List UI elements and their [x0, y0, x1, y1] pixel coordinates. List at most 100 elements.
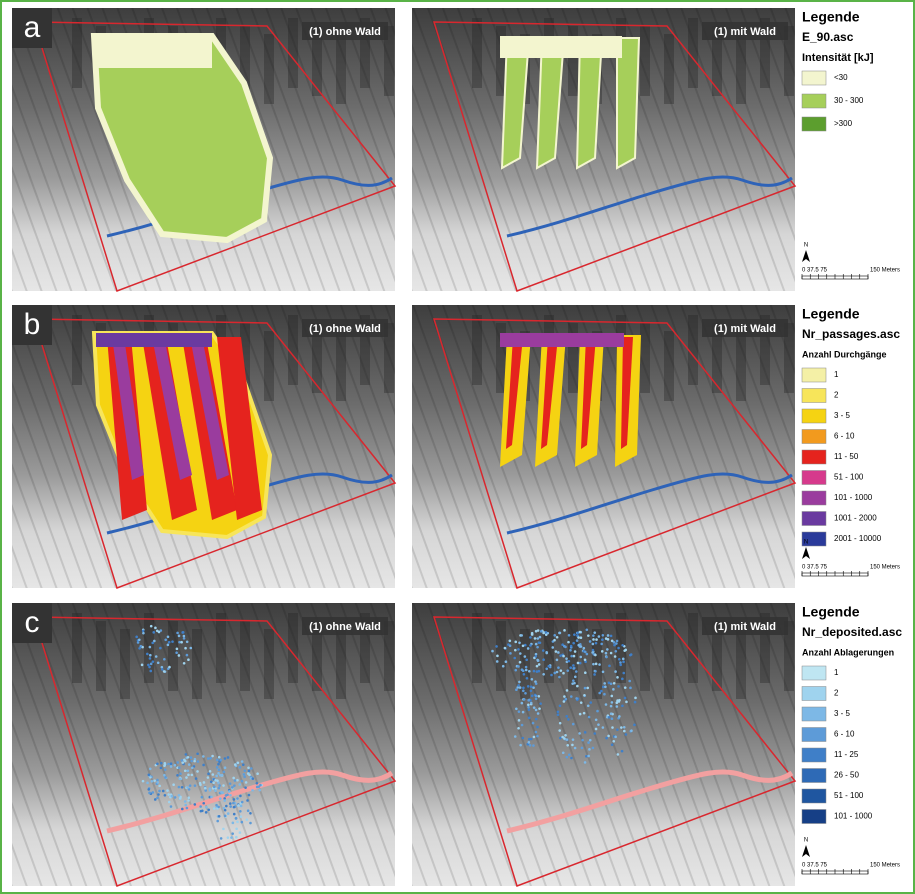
deposit [566, 689, 569, 692]
deposit [217, 763, 220, 766]
deposit [583, 712, 586, 715]
deposit [164, 794, 167, 797]
legend-label: <30 [834, 73, 848, 82]
deposit [233, 784, 236, 787]
legend-label: 1001 - 2000 [834, 514, 877, 523]
legend-title: Legende [802, 9, 860, 25]
deposit [240, 815, 243, 818]
deposit [226, 793, 229, 796]
deposit [581, 739, 584, 742]
deposit [232, 777, 235, 780]
deposit [611, 743, 614, 746]
deposit [586, 628, 589, 631]
deposit [214, 789, 217, 792]
deposit [523, 698, 526, 701]
deposit [567, 718, 570, 721]
deposit [202, 755, 205, 758]
deposit [201, 796, 204, 799]
deposit [587, 741, 590, 744]
deposit [622, 658, 625, 661]
deposit [566, 744, 569, 747]
deposit [178, 654, 181, 657]
legend-file: E_90.asc [802, 30, 854, 44]
deposit [572, 679, 575, 682]
deposit [178, 635, 181, 638]
deposit [535, 682, 538, 685]
deposit [542, 649, 545, 652]
deposit [517, 665, 520, 668]
runout-area [500, 36, 622, 58]
legend-swatch [802, 409, 826, 423]
deposit [597, 723, 600, 726]
deposit [525, 658, 528, 661]
deposit [616, 676, 619, 679]
deposit [148, 792, 151, 795]
deposit [577, 644, 580, 647]
deposit [518, 681, 521, 684]
deposit [248, 770, 251, 773]
deposit [540, 630, 543, 633]
deposit [185, 753, 188, 756]
deposit [187, 756, 190, 759]
deposit [496, 660, 499, 663]
deposit [227, 756, 230, 759]
deposit [587, 634, 590, 637]
deposit [496, 655, 499, 658]
deposit [584, 671, 587, 674]
deposit [223, 797, 226, 800]
deposit [183, 637, 186, 640]
runout-area [96, 333, 212, 347]
deposit [240, 805, 243, 808]
deposit [249, 812, 252, 815]
deposit [595, 728, 598, 731]
deposit [184, 804, 187, 807]
deposit [217, 806, 220, 809]
deposit [602, 726, 605, 729]
deposit [531, 694, 534, 697]
deposit [179, 797, 182, 800]
deposit [589, 701, 592, 704]
deposit [610, 712, 613, 715]
deposit [157, 661, 160, 664]
deposit [572, 664, 575, 667]
deposit [164, 768, 167, 771]
deposit [524, 692, 527, 695]
deposit [559, 737, 562, 740]
deposit [551, 646, 554, 649]
deposit [612, 688, 615, 691]
deposit [187, 799, 190, 802]
legend-label: 101 - 1000 [834, 812, 873, 821]
legend-label: 6 - 10 [834, 432, 855, 441]
deposit [573, 682, 576, 685]
deposit [623, 726, 626, 729]
deposit [533, 736, 536, 739]
deposit [167, 763, 170, 766]
deposit [539, 641, 542, 644]
deposit [557, 710, 560, 713]
deposit [178, 766, 181, 769]
deposit [533, 670, 536, 673]
deposit [530, 689, 533, 692]
cliff [640, 323, 650, 393]
deposit [586, 653, 589, 656]
deposit [535, 643, 538, 646]
deposit [617, 753, 620, 756]
deposit [180, 641, 183, 644]
deposit [152, 631, 155, 634]
deposit [212, 773, 215, 776]
legend-title: Legende [802, 604, 860, 620]
deposit [158, 785, 161, 788]
deposit [147, 664, 150, 667]
deposit [161, 666, 164, 669]
deposit [610, 682, 613, 685]
deposit [602, 634, 605, 637]
deposit [211, 755, 214, 758]
deposit [199, 805, 202, 808]
deposit [244, 786, 247, 789]
panel-tag: (1) mit Wald [714, 621, 776, 633]
deposit [523, 673, 526, 676]
deposit [569, 649, 572, 652]
deposit [579, 662, 582, 665]
deposit [170, 805, 173, 808]
deposit [162, 790, 165, 793]
